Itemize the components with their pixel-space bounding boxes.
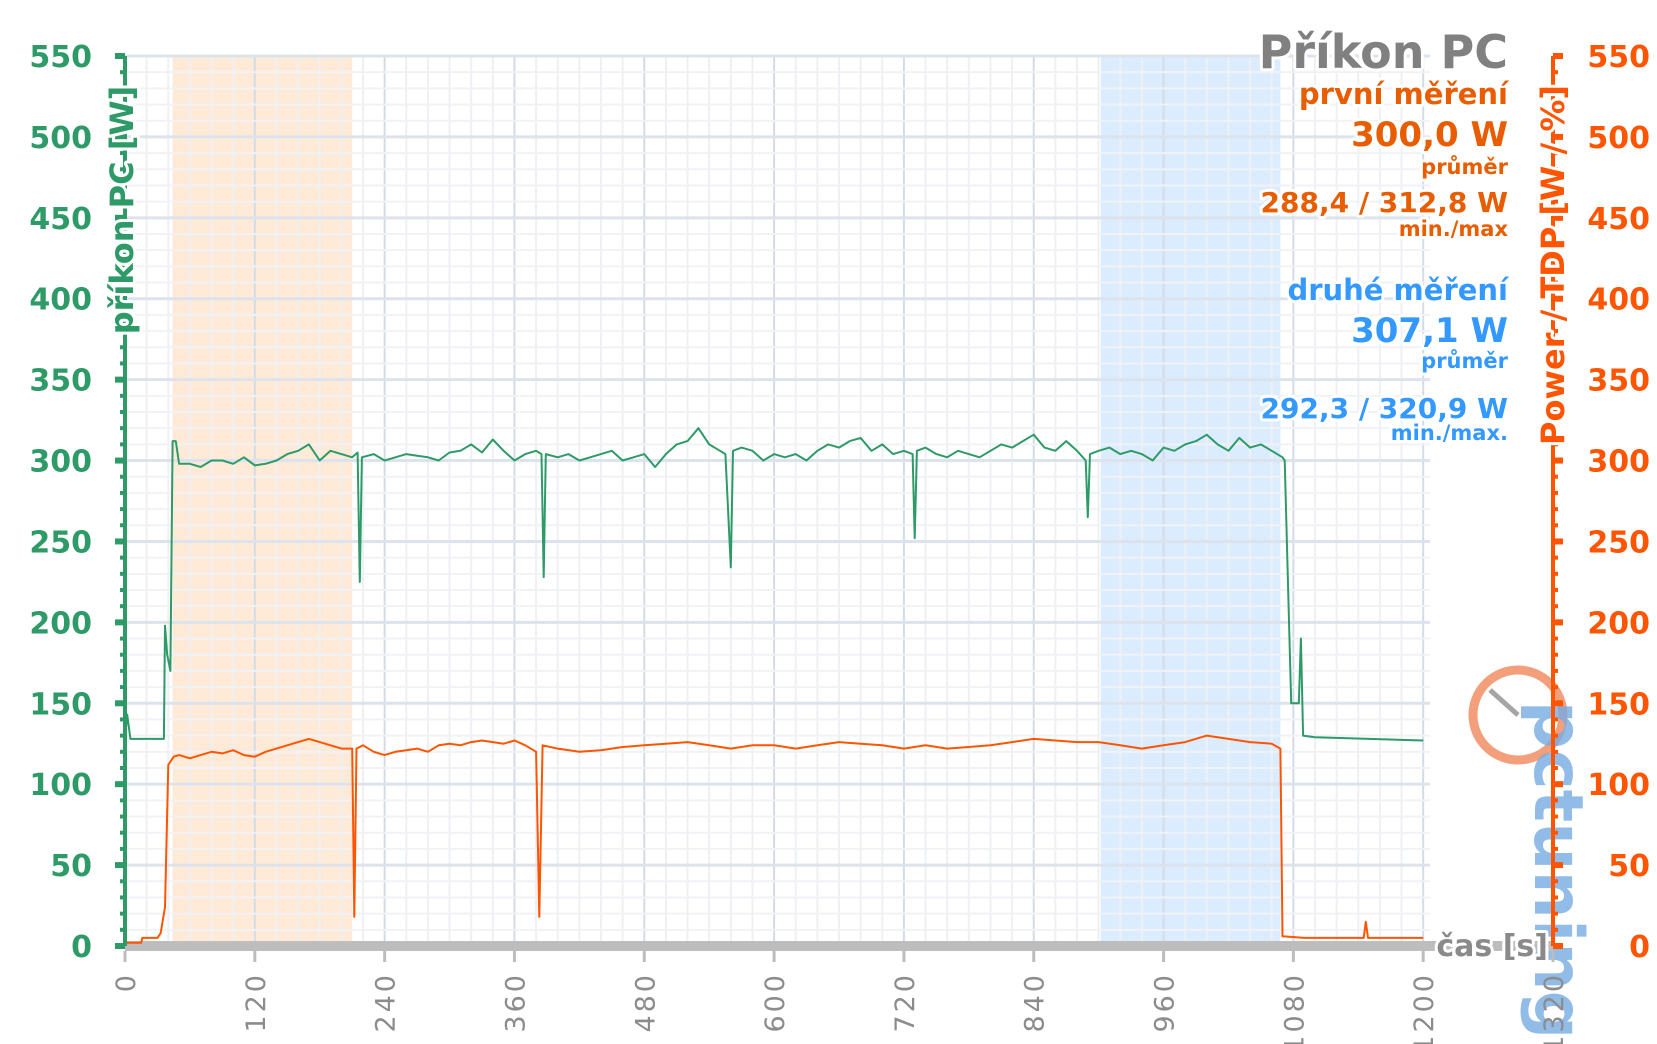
gauge-needle (1488, 688, 1520, 717)
x-tick-label: 840 (1020, 972, 1051, 1033)
y-tick-label-left: 200 (29, 606, 92, 641)
legend-second-label: druhé měření (1287, 273, 1510, 307)
x-axis-bar (125, 941, 1553, 951)
highlight-band (172, 56, 353, 946)
legend-first-avg: 300,0 W (1351, 115, 1508, 155)
y-tick-label-right: 300 (1587, 445, 1650, 480)
x-tick-label: 1080 (1279, 972, 1310, 1044)
y-tick-label-right: 50 (1608, 849, 1650, 884)
highlight-band (1100, 56, 1281, 946)
y-tick-label-right: 250 (1587, 525, 1650, 560)
y-tick-label-right: 150 (1587, 687, 1650, 722)
svg-text:pctuning: pctuning (1518, 701, 1597, 1040)
x-tick-label: 0 (111, 972, 142, 992)
pctuning-logo: pctuning (1468, 665, 1597, 1040)
chart-title: Příkon PC (1259, 25, 1508, 79)
x-tick-label: 600 (760, 972, 791, 1033)
y-tick-label-right: 200 (1587, 606, 1650, 641)
x-axis-label: čas [s] (1436, 929, 1548, 964)
legend-second-avg: 307,1 W (1351, 311, 1508, 351)
x-tick-label: 480 (630, 972, 661, 1033)
legend-second-avg-label: průměr (1421, 349, 1508, 373)
y-tick-label-right: 400 (1587, 283, 1650, 318)
x-tick-label: 1320 (1539, 972, 1570, 1044)
highlight-bands (172, 56, 1281, 946)
y-tick-label-left: 450 (29, 202, 92, 237)
gauge-logo-icon (1468, 665, 1568, 765)
y-tick-label-left: 100 (29, 768, 92, 803)
legend-first-label: první měření (1299, 77, 1510, 111)
y-tick-label-left: 150 (29, 687, 92, 722)
x-tick-label: 1200 (1409, 972, 1440, 1044)
x-tick-label: 120 (241, 972, 272, 1033)
y-axis-label-right: Power / TDP [W / %] (1534, 85, 1572, 445)
y-tick-label-left: 400 (29, 283, 92, 318)
y-tick-label-right: 500 (1587, 121, 1650, 156)
y-tick-label-left: 0 (71, 930, 92, 965)
x-tick-label: 240 (371, 972, 402, 1033)
series-line-power-tdp (125, 734, 1424, 944)
y-tick-label-right: 550 (1587, 40, 1650, 75)
y-tick-label-left: 250 (29, 525, 92, 560)
x-tick-label: 720 (890, 972, 921, 1033)
legend-second-minmax: 292,3 / 320,9 W (1261, 392, 1509, 425)
y-tick-label-left: 350 (29, 364, 92, 399)
y-tick-label-left: 500 (29, 121, 92, 156)
legend-first-minmax-label: min./max (1399, 217, 1509, 241)
y-tick-label-left: 300 (29, 445, 92, 480)
y-tick-label-left: 550 (29, 40, 92, 75)
x-tick-label: 360 (500, 972, 531, 1033)
y-tick-label-right: 100 (1587, 768, 1650, 803)
y-axis-label-left: příkon PC [W] (103, 86, 141, 335)
y-tick-label-right: 350 (1587, 364, 1650, 399)
y-tick-label-left: 50 (50, 849, 92, 884)
y-tick-label-right: 450 (1587, 202, 1650, 237)
grid (124, 54, 1430, 948)
legend-first-minmax: 288,4 / 312,8 W (1261, 186, 1509, 219)
legend-first-avg-label: průměr (1421, 155, 1508, 179)
series-line-pc-power (124, 427, 1424, 742)
series-lines (124, 427, 1424, 944)
legend-second-minmax-label: min./max. (1391, 421, 1508, 445)
y-tick-label-right: 0 (1629, 930, 1650, 965)
x-tick-label: 960 (1150, 972, 1181, 1033)
